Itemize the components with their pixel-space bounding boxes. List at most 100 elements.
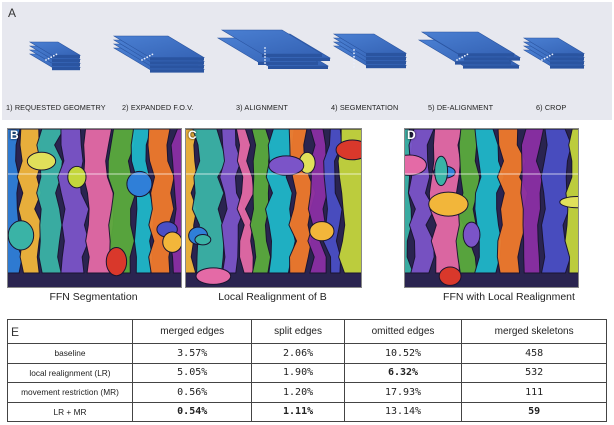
cell-body-segment (194, 234, 212, 246)
seed-point (55, 53, 58, 56)
seed-point (264, 59, 266, 61)
table-row: local realignment (LR) 5.05% 1.90% 6.32%… (7, 362, 607, 384)
step-label-de-alignment: 5) DE-ALIGNMENT (428, 103, 494, 112)
seed-point (264, 56, 266, 58)
table-cell: 17.93% (343, 382, 463, 403)
table-cell: 532 (461, 362, 607, 384)
seed-point (546, 56, 549, 59)
metrics-table: E merged edges split edges omitted edges… (7, 318, 607, 423)
table-header-row: E merged edges split edges omitted edges… (7, 318, 607, 345)
cell-body-segment (405, 154, 427, 176)
volume-slab-edge (463, 65, 519, 69)
step-label-expanded-fov: 2) EXPANDED F.O.V. (122, 103, 194, 112)
panel-e-letter: E (11, 324, 20, 339)
column-header: merged skeletons (461, 318, 607, 345)
neurite-segment (337, 129, 361, 274)
column-header: omitted edges (343, 318, 463, 345)
neurite-segment (107, 129, 137, 274)
seed-point (353, 52, 355, 55)
panel-a-letter: A (8, 6, 17, 20)
volume-slab-edge (262, 54, 322, 57)
volume-slab-edge (52, 55, 80, 59)
panel-b-caption: FFN Segmentation (49, 291, 138, 303)
table-cell: 0.56% (131, 382, 253, 403)
table-cell: 5.05% (131, 362, 253, 384)
seed-point (264, 65, 266, 67)
volume-slab-edge (270, 58, 330, 61)
table-cell: 458 (461, 343, 607, 364)
seed-point (541, 59, 543, 61)
volume-slab-edge (550, 65, 584, 69)
section-boundary (8, 173, 181, 175)
volume-slab-edge (52, 59, 80, 63)
table-row: baseline 3.57% 2.06% 10.52% 458 (7, 343, 607, 364)
volume-slab-edge (150, 65, 204, 69)
neurite-segment (57, 129, 90, 274)
volume-slab-edge (258, 62, 318, 65)
seed-point (463, 54, 466, 57)
neurite-segment (474, 129, 505, 274)
seed-point (50, 56, 53, 59)
table-cell: 6.32% (343, 362, 463, 384)
volume-slab-edge (550, 53, 584, 57)
table-cell: 13.14% (343, 401, 463, 423)
volume-slab-edge (150, 61, 204, 65)
seed-point (466, 53, 469, 56)
seed-point (458, 57, 461, 60)
step-label-crop: 6) CROP (536, 103, 567, 112)
panel-c-letter: C (188, 128, 197, 142)
seed-point (551, 53, 554, 56)
seed-point (264, 68, 266, 70)
step-label-alignment: 3) ALIGNMENT (236, 103, 288, 112)
volume-slab-edge (150, 57, 204, 61)
seed-point (264, 50, 266, 52)
table-cell: 59 (461, 401, 607, 423)
seed-point (264, 53, 266, 55)
seed-point (543, 57, 546, 60)
seed-point (146, 56, 149, 59)
table-corner: E (7, 318, 133, 345)
volume-slab-edge (268, 66, 328, 69)
row-label: LR + MR (7, 401, 133, 423)
cell-body-segment (462, 221, 481, 248)
column-header: merged edges (131, 318, 253, 345)
cell-body-segment (335, 139, 361, 161)
volume-slab-edge (550, 61, 584, 65)
volume-slab-edge (52, 63, 80, 67)
volume-slab-edge (366, 61, 406, 65)
seed-point (45, 59, 47, 61)
volume-slab-edge (366, 57, 406, 61)
seed-point (264, 62, 266, 64)
table-cell: 1.11% (251, 401, 345, 423)
local-realignment-image (185, 128, 362, 288)
ffn-local-realignment-image (404, 128, 579, 288)
section-boundary (186, 173, 361, 175)
seed-point (456, 59, 458, 61)
seed-point (47, 57, 50, 60)
cell-body-segment (428, 191, 469, 217)
table-row: LR + MR 0.54% 1.11% 13.14% 59 (7, 401, 607, 423)
seed-point (148, 54, 151, 57)
table-cell: 1.90% (251, 362, 345, 384)
cell-body-segment (434, 155, 449, 187)
step-label-requested-geometry: 1) REQUESTED GEOMETRY (6, 103, 106, 112)
seed-point (353, 55, 355, 58)
table-cell: 3.57% (131, 343, 253, 364)
seed-point (52, 54, 55, 57)
volume-slab-edge (464, 57, 520, 61)
seed-point (151, 53, 154, 56)
volume-slab-edge (458, 53, 514, 57)
table-cell: 1.20% (251, 382, 345, 403)
cell-body-segment (126, 170, 153, 198)
cell-body-segment (559, 195, 578, 209)
panel-d-caption: FFN with Local Realignment (443, 291, 575, 303)
row-label: local realignment (LR) (7, 362, 133, 384)
volume-slab-edge (366, 53, 406, 57)
cell-body-segment (268, 155, 305, 176)
seed-point (255, 61, 257, 63)
row-label: baseline (7, 343, 133, 364)
seed-point (353, 59, 355, 62)
cell-body-segment (195, 267, 232, 285)
seed-point (548, 54, 551, 57)
neurite-segment (540, 129, 572, 274)
